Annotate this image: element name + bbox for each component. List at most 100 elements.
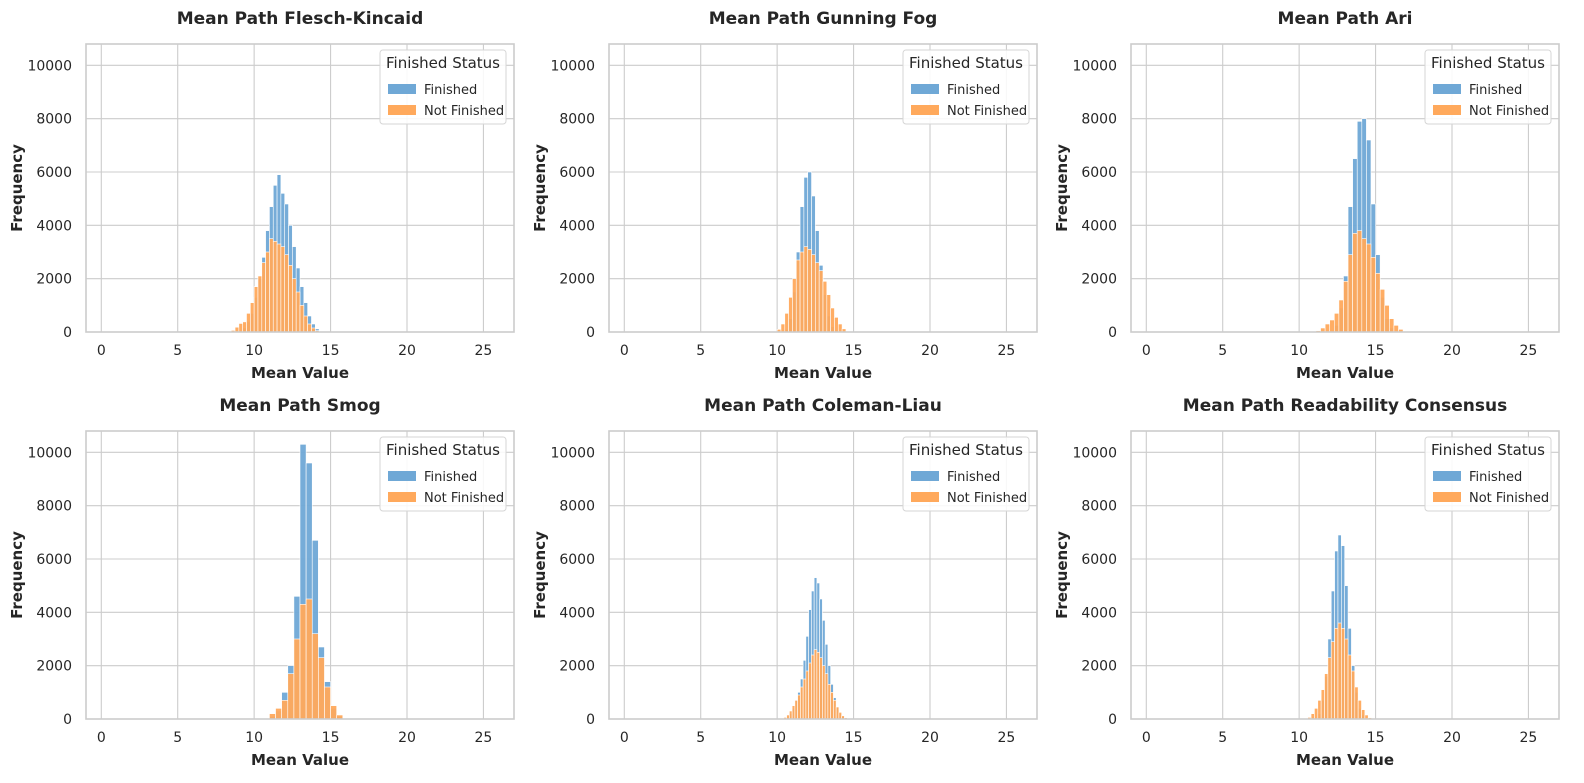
y-tick-label: 0 <box>63 712 72 728</box>
histogram-bar <box>838 712 842 720</box>
y-tick-label: 0 <box>1108 712 1117 728</box>
legend-entry-label: Not Finished <box>424 104 504 119</box>
legend: Finished Status Finished Not Finished <box>1424 436 1552 512</box>
histogram-bar <box>299 604 307 720</box>
histogram-bar <box>794 700 798 720</box>
histogram-bar <box>1352 233 1358 333</box>
x-tick-label: 20 <box>921 343 939 359</box>
histogram-bar <box>246 313 251 333</box>
histogram-bar <box>799 251 805 333</box>
histogram-bar <box>818 270 824 333</box>
histogram-bar <box>250 302 255 333</box>
legend-entry-label: Not Finished <box>424 491 504 506</box>
y-tick-label: 6000 <box>1081 552 1117 568</box>
x-tick-label: 15 <box>1367 343 1385 359</box>
histogram-bar <box>822 665 826 720</box>
y-tick-label: 6000 <box>36 552 72 568</box>
histogram-bar <box>813 649 818 720</box>
legend-swatch <box>911 471 939 481</box>
histogram-bar <box>238 323 243 333</box>
x-tick-label: 5 <box>173 343 182 359</box>
y-axis-label: Frequency <box>8 144 26 232</box>
legend-swatch <box>911 84 939 94</box>
histogram-bar <box>281 700 289 720</box>
x-tick-label: 0 <box>620 343 629 359</box>
histogram-bar <box>784 313 789 333</box>
legend-swatch <box>388 471 416 481</box>
x-tick-label: 10 <box>768 730 786 746</box>
histogram-bar <box>780 323 786 333</box>
y-tick-label: 6000 <box>559 552 595 568</box>
x-tick-label: 15 <box>322 730 340 746</box>
histogram-bar <box>1375 273 1381 333</box>
histogram-bar <box>287 673 295 720</box>
y-tick-label: 8000 <box>36 112 72 128</box>
y-tick-label: 10000 <box>550 58 595 74</box>
axes-frame <box>1130 43 1560 333</box>
y-tick-label: 10000 <box>27 445 72 461</box>
histogram-bar <box>1320 689 1325 720</box>
histogram-bar <box>253 286 259 333</box>
histogram-bar <box>797 694 801 720</box>
y-tick-label: 6000 <box>36 165 72 181</box>
legend-entry-label: Finished <box>947 470 1000 485</box>
x-tick-label: 5 <box>696 730 705 746</box>
subplot-1: 0 5 10 15 20 25 0 2000 4000 6000 8000 10000 Mean Pat… <box>8 9 515 382</box>
x-tick-label: 25 <box>998 730 1016 746</box>
x-tick-label: 20 <box>1443 730 1461 746</box>
legend-entry-label: Not Finished <box>1469 491 1549 506</box>
histogram-bar <box>805 670 809 720</box>
histogram-bar <box>330 705 337 720</box>
x-tick-label: 25 <box>1520 730 1538 746</box>
histogram-bar <box>1338 299 1344 333</box>
legend-entry-label: Finished <box>1469 83 1522 98</box>
chart-title: Mean Path Smog <box>219 396 380 416</box>
histogram-bar <box>802 678 807 720</box>
histogram-bar <box>826 294 831 333</box>
y-tick-label: 8000 <box>559 499 595 515</box>
x-tick-label: 10 <box>768 343 786 359</box>
axes-frame <box>1130 430 1560 720</box>
histogram-bar <box>1334 628 1339 720</box>
histogram-bar <box>1361 238 1367 333</box>
histogram-bar <box>835 706 840 720</box>
legend: Finished Status Finished Not Finished <box>379 436 507 512</box>
axes-frame <box>608 43 1038 333</box>
histogram-bar <box>318 657 325 720</box>
x-axis-label: Mean Value <box>251 751 349 769</box>
histogram-bar <box>324 686 331 720</box>
histogram-bar <box>311 633 319 720</box>
x-tick-label: 0 <box>620 730 629 746</box>
histogram-bar <box>1361 709 1366 720</box>
x-tick-label: 10 <box>245 343 263 359</box>
histogram-bar <box>1356 230 1363 333</box>
y-tick-label: 2000 <box>559 272 595 288</box>
histogram-bar <box>295 291 301 333</box>
x-tick-label: 15 <box>322 343 340 359</box>
x-tick-label: 20 <box>921 730 939 746</box>
axes-frame <box>85 43 515 333</box>
histogram-bar <box>272 241 278 333</box>
chart-title: Mean Path Gunning Fog <box>709 9 938 29</box>
histogram-bar <box>815 262 820 333</box>
histogram-bar <box>827 684 831 720</box>
y-axis-label: Frequency <box>1053 531 1071 619</box>
histogram-bar <box>837 323 843 333</box>
histogram-bar <box>807 249 812 333</box>
legend-swatch <box>911 105 939 115</box>
x-axis-label: Mean Value <box>774 751 872 769</box>
series-not-finished <box>230 238 320 333</box>
histogram-bar <box>1357 700 1362 720</box>
histogram-bar <box>811 254 816 333</box>
axes-frame <box>85 430 515 720</box>
histogram-bar <box>305 598 313 720</box>
x-tick-label: 20 <box>1443 343 1461 359</box>
x-tick-label: 25 <box>1520 343 1538 359</box>
axes-frame <box>608 430 1038 720</box>
histogram-bar <box>1330 641 1335 720</box>
x-tick-label: 25 <box>475 343 493 359</box>
histogram-bar <box>830 307 835 333</box>
histogram-bar <box>1327 657 1332 720</box>
y-axis-label: Frequency <box>1053 144 1071 232</box>
x-tick-label: 5 <box>1218 730 1227 746</box>
